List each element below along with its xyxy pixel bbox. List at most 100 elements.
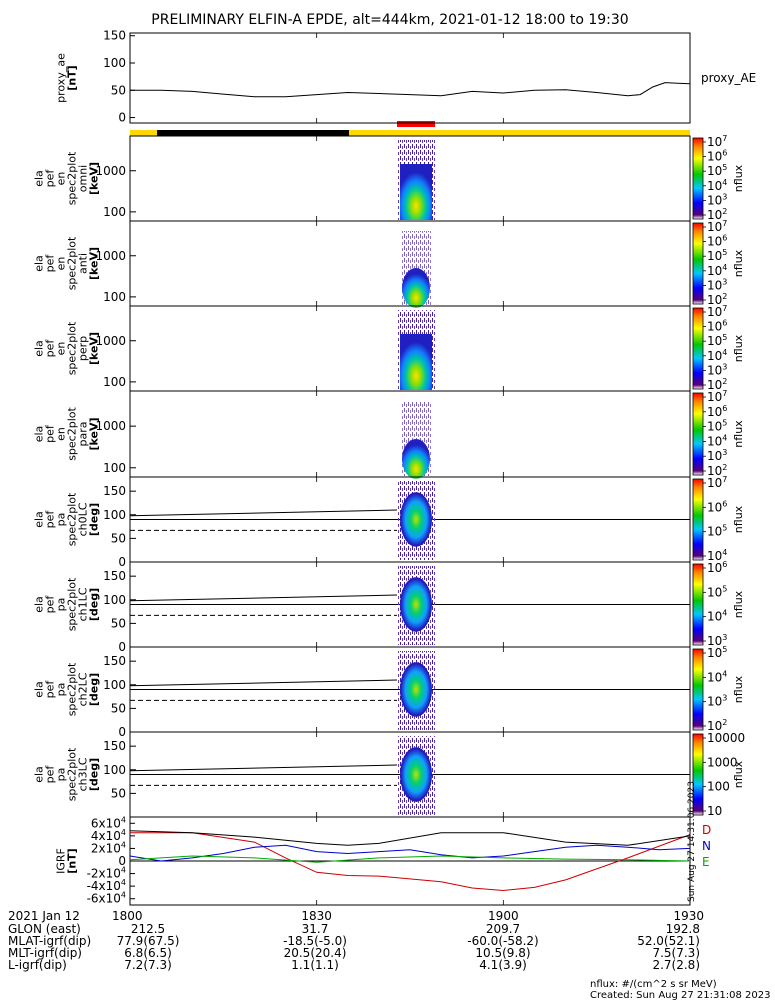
ylabel-line: para — [77, 422, 90, 447]
colorbar-tick-label: 105 — [707, 163, 727, 178]
orbit-value: -60.0(-58.2) — [467, 934, 538, 948]
ylabel-line: ela — [33, 255, 46, 272]
y-tick-label: 0 — [118, 725, 126, 739]
units-footnote: nflux: #/(cm^2 s sr MeV) — [590, 979, 717, 990]
colorbar — [692, 563, 704, 646]
colorbar-tick-label: 103 — [707, 362, 727, 377]
colorbar-tick-label: 103 — [707, 694, 727, 709]
series-total — [129, 830, 691, 846]
colorbar-tick-label: 10000 — [707, 731, 745, 745]
loss-cone-line — [129, 594, 398, 602]
ylabel-line: [deg] — [88, 673, 101, 706]
time-tick-label: 1900 — [488, 909, 519, 923]
ylabel-line: pef — [44, 424, 57, 443]
ylabel-line: ela — [33, 511, 46, 528]
pa-core — [400, 662, 432, 717]
ylabel-line: ch1LC — [77, 587, 90, 621]
orbit-value: 209.7 — [486, 922, 520, 936]
series-label-proxy-ae: proxy_AE — [701, 71, 756, 85]
y-tick-label: 50 — [111, 616, 126, 630]
y-tick-label: 1000 — [95, 419, 126, 433]
orbit-value: 6.8(6.5) — [124, 946, 172, 960]
colorbar-tick-label: 106 — [707, 234, 727, 249]
y-tick-label: 100 — [103, 763, 126, 777]
colorbar-label: nflux — [732, 420, 745, 448]
ylabel-9: IGRF[nT] — [55, 848, 79, 874]
series-proxy-ae — [130, 82, 691, 98]
orbit-row-label: MLT-igrf(dip) — [8, 946, 82, 960]
colorbar-tick-label: 104 — [707, 548, 727, 563]
y-tick-label: 0 — [118, 555, 126, 569]
ylabel-line: en — [55, 257, 68, 271]
colorbar-label: nflux — [732, 249, 745, 277]
ylabel-line: [keV] — [88, 417, 101, 450]
loss-cone-line — [129, 679, 398, 687]
side-stamp: Sun Aug 27 14:31:06 2023 — [687, 781, 697, 902]
ylabel-line: [keV] — [88, 162, 101, 195]
y-tick-label: 100 — [103, 375, 126, 389]
ylabel-line: [keV] — [88, 332, 101, 365]
ylabel-line: omni — [77, 165, 90, 192]
colorbar-tick-label: 102 — [707, 292, 727, 307]
ylabel-line: spec2plot — [66, 236, 79, 290]
colorbar — [692, 733, 704, 816]
colorbar-tick-label: 100 — [707, 780, 730, 794]
colorbar-label-text: nflux — [732, 505, 745, 533]
y-tick-label: 150 — [103, 739, 126, 753]
pa-core — [400, 577, 432, 632]
y-tick-label: 100 — [103, 508, 126, 522]
colorbar-tick-label: 104 — [707, 669, 727, 684]
colorbar — [692, 648, 704, 731]
ylabel-line: spec2plot — [66, 747, 79, 801]
ylabel-line: pa — [55, 598, 68, 612]
colorbar-tick-label: 104 — [707, 263, 727, 278]
ylabel-line: [deg] — [88, 588, 101, 621]
colorbar-tick-label: 1000 — [707, 755, 738, 769]
orbit-value: 2.7(2.8) — [652, 958, 700, 972]
colorbar-label: nflux — [732, 590, 745, 618]
ylabel-line: en — [55, 427, 68, 441]
colorbar-tick-label: 102 — [707, 718, 727, 733]
plot-title: PRELIMINARY ELFIN-A EPDE, alt=444km, 202… — [151, 12, 628, 28]
created-timestamp: Created: Sun Aug 27 21:31:08 2023 — [590, 990, 770, 1000]
ylabel-line: spec2plot — [66, 577, 79, 631]
time-tick-label: 1930 — [673, 909, 704, 923]
colorbar-tick-label: 105 — [707, 419, 727, 434]
colorbar-tick-label: 103 — [707, 277, 727, 292]
ylabel-line: IGRF — [55, 848, 68, 874]
orbit-row-label: L-igrf(dip) — [8, 958, 67, 972]
legend-n: N — [702, 839, 711, 853]
panels: proxy_ae[nT]050100150proxy_AEelapefenspe… — [33, 29, 757, 906]
orbit-value: 10.5(9.8) — [475, 946, 530, 960]
ylabel-line: pef — [44, 595, 57, 614]
colorbar-label: nflux — [732, 505, 745, 533]
ylabel-line: pef — [44, 510, 57, 529]
y-tick-label: 0 — [118, 640, 126, 654]
ylabel-line: [nT] — [66, 65, 79, 90]
y-tick-label: 100 — [103, 461, 126, 475]
colorbar-label: nflux — [732, 334, 745, 362]
ylabel-line: en — [55, 172, 68, 186]
y-tick-label: 100 — [103, 593, 126, 607]
y-tick-label: -2x104 — [87, 866, 126, 881]
colorbar-tick-label: 104 — [707, 348, 727, 363]
ylabel-line: proxy_ae — [55, 53, 68, 103]
series-n — [129, 844, 691, 862]
colorbar-tick-label: 106 — [707, 319, 727, 334]
colorbar-tick-label: 105 — [707, 524, 727, 539]
y-tick-label: 4x104 — [91, 828, 126, 843]
ylabel-line: spec2plot — [66, 321, 79, 375]
ylabel-line: [keV] — [88, 247, 101, 280]
colorbar-tick-label: 103 — [707, 192, 727, 207]
colorbar-label-text: nflux — [732, 164, 745, 192]
colorbar-tick-label: 105 — [707, 333, 727, 348]
ylabel-line: ela — [33, 340, 46, 357]
y-tick-label: 50 — [111, 83, 126, 97]
colorbar-tick-label: 105 — [707, 645, 727, 660]
ylabel-0: proxy_ae[nT] — [55, 53, 79, 103]
orbit-value: 20.5(20.4) — [284, 946, 347, 960]
